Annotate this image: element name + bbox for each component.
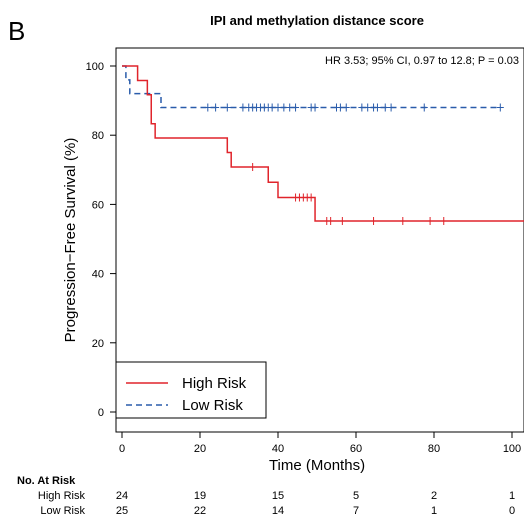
censor-mark-low-risk (204, 103, 212, 112)
risk-count-low-risk: 1 (431, 505, 437, 517)
plot-frame (115, 47, 524, 433)
censor-mark-low-risk (420, 103, 428, 112)
panel-label: B (8, 16, 25, 46)
censor-mark-low-risk (280, 103, 288, 112)
censor-mark-high-risk (327, 217, 335, 226)
chart-title: IPI and methylation distance score (210, 13, 424, 28)
risk-count-high-risk: 15 (272, 490, 284, 502)
censor-mark-low-risk (358, 103, 366, 112)
censor-mark-low-risk (292, 103, 300, 112)
legend-label-high-risk: High Risk (182, 375, 247, 392)
censor-mark-low-risk (212, 103, 220, 112)
x-axis: 0 20 40 60 80 100 (119, 432, 521, 455)
risk-count-low-risk: 25 (116, 505, 128, 517)
censor-mark-high-risk (370, 217, 378, 226)
risk-table: High Risk 24 19 15 5 2 1 Low Risk 25 22 14 7 1 0 (38, 490, 515, 517)
censor-mark-low-risk (364, 103, 372, 112)
curve-low-risk (122, 65, 501, 109)
censor-mark-high-risk (249, 163, 257, 172)
risk-count-low-risk: 0 (509, 505, 515, 517)
y-tick-label: 20 (92, 338, 104, 350)
risk-count-high-risk: 2 (431, 490, 437, 502)
survival-curves (122, 65, 524, 226)
censor-mark-low-risk (311, 103, 319, 112)
y-tick-label: 60 (92, 199, 104, 211)
censor-mark-low-risk (342, 103, 350, 112)
risk-count-low-risk: 22 (194, 505, 206, 517)
censor-mark-low-risk (223, 103, 231, 112)
censor-mark-high-risk (399, 217, 407, 226)
x-tick-label: 60 (350, 443, 362, 455)
y-tick-label: 40 (92, 269, 104, 281)
hazard-ratio-annotation: HR 3.53; 95% CI, 0.97 to 12.8; P = 0.03 (325, 55, 519, 67)
censor-mark-high-risk (426, 217, 434, 226)
censor-mark-low-risk (239, 103, 247, 112)
censor-mark-low-risk (496, 103, 504, 112)
censor-mark-low-risk (381, 103, 389, 112)
y-axis-label: Progression−Free Survival (%) (62, 138, 79, 343)
censor-mark-high-risk (307, 193, 315, 202)
y-axis: 0 20 40 60 80 100 (86, 61, 116, 419)
censor-mark-low-risk (387, 103, 395, 112)
risk-row-label-low-risk: Low Risk (40, 505, 85, 517)
curve-high-risk (122, 65, 524, 222)
legend: High Risk Low Risk (115, 361, 267, 419)
risk-count-low-risk: 7 (353, 505, 359, 517)
legend-label-low-risk: Low Risk (182, 397, 243, 414)
risk-table-title: No. At Risk (17, 475, 76, 487)
x-axis-label: Time (Months) (269, 457, 365, 474)
legend-box (115, 361, 267, 419)
risk-count-high-risk: 5 (353, 490, 359, 502)
x-tick-label: 0 (119, 443, 125, 455)
y-tick-label: 100 (86, 61, 104, 73)
x-tick-label: 100 (503, 443, 521, 455)
censor-mark-low-risk (336, 103, 344, 112)
y-tick-label: 0 (98, 407, 104, 419)
risk-count-low-risk: 14 (272, 505, 284, 517)
risk-row-label-high-risk: High Risk (38, 490, 86, 502)
censor-mark-low-risk (274, 103, 282, 112)
risk-count-high-risk: 19 (194, 490, 206, 502)
y-tick-label: 80 (92, 130, 104, 142)
censor-mark-low-risk (373, 103, 381, 112)
risk-count-high-risk: 24 (116, 490, 128, 502)
censor-mark-high-risk (338, 217, 346, 226)
censor-mark-high-risk (440, 217, 448, 226)
risk-count-high-risk: 1 (509, 490, 515, 502)
censor-mark-low-risk (268, 103, 276, 112)
x-tick-label: 20 (194, 443, 206, 455)
x-tick-label: 80 (428, 443, 440, 455)
censor-mark-low-risk (286, 103, 294, 112)
x-tick-label: 40 (272, 443, 284, 455)
